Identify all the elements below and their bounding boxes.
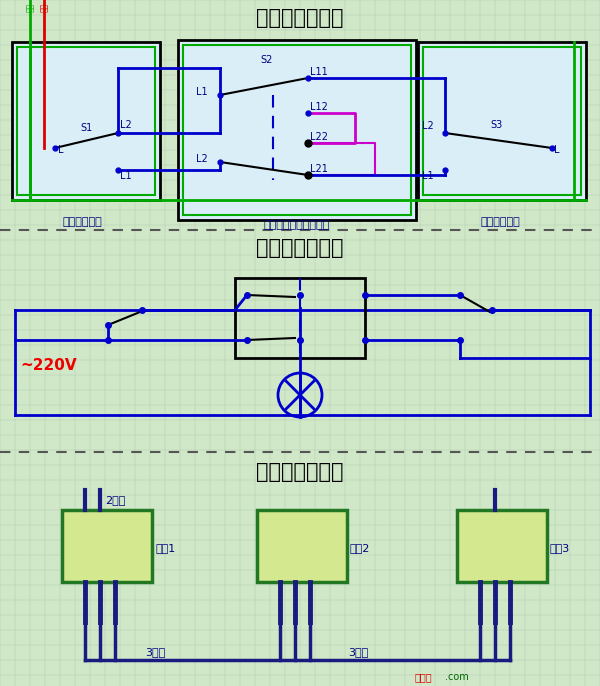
Text: 三控开关接线图: 三控开关接线图 <box>256 8 344 28</box>
Text: S2: S2 <box>260 55 272 65</box>
Text: 开关3: 开关3 <box>550 543 570 553</box>
Text: 单开双控开关: 单开双控开关 <box>480 217 520 227</box>
Text: S1: S1 <box>80 123 92 133</box>
Text: L2: L2 <box>422 121 434 131</box>
Bar <box>178 40 416 220</box>
Text: 相线: 相线 <box>25 2 35 12</box>
Text: L1: L1 <box>196 87 208 97</box>
Text: ~220V: ~220V <box>20 357 77 372</box>
Text: 单开双控开关: 单开双控开关 <box>62 217 102 227</box>
Text: .com: .com <box>445 672 469 682</box>
Text: 2根线: 2根线 <box>105 495 125 505</box>
Text: L2: L2 <box>120 120 132 130</box>
Bar <box>418 42 586 200</box>
Text: L2: L2 <box>196 154 208 164</box>
Text: 接线图: 接线图 <box>415 672 433 682</box>
Text: L11: L11 <box>310 67 328 77</box>
Bar <box>12 42 160 200</box>
Bar <box>183 45 411 215</box>
Text: L22: L22 <box>310 132 328 142</box>
Text: L1: L1 <box>422 171 434 181</box>
Bar <box>62 510 152 582</box>
Bar <box>423 47 581 195</box>
Bar <box>257 510 347 582</box>
Bar <box>457 510 547 582</box>
Text: 开关2: 开关2 <box>350 543 370 553</box>
Text: 中途开关（三控开关）: 中途开关（三控开关） <box>264 220 330 230</box>
Text: 火线: 火线 <box>40 2 49 12</box>
Text: 三控开关布线图: 三控开关布线图 <box>256 462 344 482</box>
Text: L1: L1 <box>120 171 131 181</box>
Text: L21: L21 <box>310 164 328 174</box>
Text: S3: S3 <box>490 120 502 130</box>
Bar <box>235 278 365 358</box>
Text: L: L <box>554 145 560 155</box>
Text: L: L <box>58 145 64 155</box>
Text: 3根线: 3根线 <box>348 647 368 657</box>
Text: 3根线: 3根线 <box>145 647 165 657</box>
Text: 三控开关原理图: 三控开关原理图 <box>256 238 344 258</box>
Bar <box>17 47 155 195</box>
Text: L12: L12 <box>310 102 328 112</box>
Text: 开关1: 开关1 <box>155 543 175 553</box>
